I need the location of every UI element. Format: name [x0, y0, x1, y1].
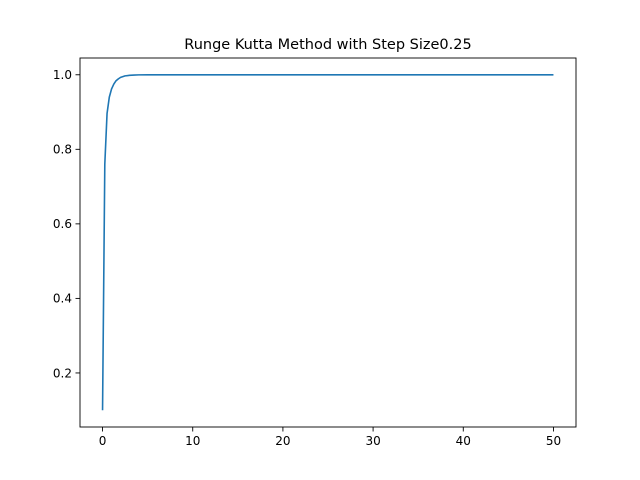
x-tick-label: 0: [99, 434, 107, 448]
y-tick-label: 0.4: [53, 292, 72, 306]
chart-title: Runge Kutta Method with Step Size0.25: [184, 37, 471, 53]
x-tick-label: 10: [185, 434, 200, 448]
axes-frame: [79, 57, 577, 428]
y-tick-label: 0.8: [53, 143, 72, 157]
plot-area: 0 10 20 30 40 50 0.2 0.4 0.6 0.8 1.0: [53, 57, 577, 448]
x-tick-label: 20: [275, 434, 290, 448]
x-tick-label: 30: [365, 434, 380, 448]
series-line-0: [101, 73, 554, 411]
y-tick-label: 1.0: [53, 68, 72, 82]
x-tick-label: 40: [456, 434, 471, 448]
y-tick-label: 0.2: [53, 366, 72, 380]
x-tick-label: 50: [546, 434, 561, 448]
y-tick-label: 0.6: [53, 217, 72, 231]
